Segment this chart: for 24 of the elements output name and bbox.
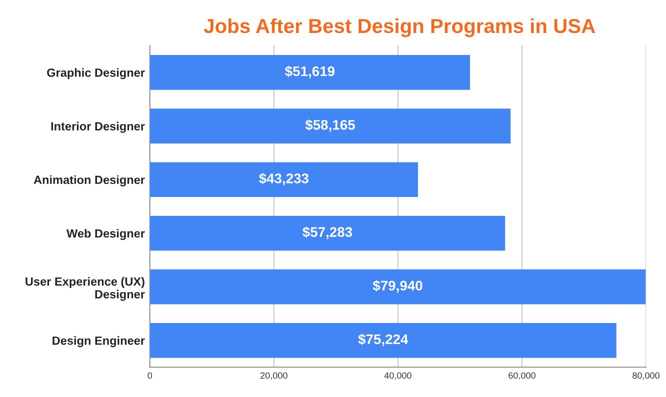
bar bbox=[150, 216, 506, 251]
bar bbox=[150, 108, 511, 144]
bar bbox=[150, 269, 646, 304]
bar bbox=[150, 323, 616, 358]
y-tick-label: Graphic Designer bbox=[47, 68, 145, 80]
y-tick-label: Interior Designer bbox=[51, 122, 145, 133]
data-label: $51,619 bbox=[285, 66, 335, 78]
data-label: $43,233 bbox=[259, 172, 309, 186]
x-tick-label: 80,000 bbox=[632, 372, 660, 380]
data-label: $57,283 bbox=[302, 226, 352, 239]
y-tick-label: User Experience (UX) Designer bbox=[26, 277, 145, 301]
x-tick-label: 20,000 bbox=[260, 372, 288, 380]
y-tick-label: Animation Designer bbox=[34, 175, 145, 186]
x-tick-label: 0 bbox=[148, 372, 152, 379]
data-label: $58,165 bbox=[305, 119, 355, 132]
y-tick-label: Design Engineer bbox=[52, 336, 145, 348]
bar bbox=[150, 55, 470, 90]
data-label: $79,940 bbox=[372, 280, 422, 293]
x-tick-label: 60,000 bbox=[508, 372, 536, 380]
x-tick-label: 40,000 bbox=[384, 372, 412, 380]
bar bbox=[150, 162, 418, 198]
chart-title: Jobs After Best Design Programs in USA bbox=[204, 18, 596, 38]
data-label: $75,224 bbox=[358, 334, 408, 346]
y-tick-label: Web Designer bbox=[66, 228, 145, 240]
